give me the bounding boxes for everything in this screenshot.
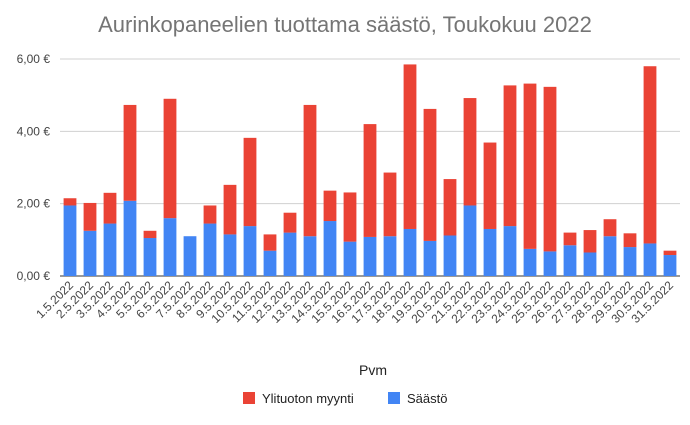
bar-saasto [223, 234, 237, 276]
bar-ylituoton-myynti [563, 232, 577, 246]
bar-saasto [483, 228, 497, 276]
bar-saasto [343, 241, 357, 276]
bar-ylituoton-myynti [103, 192, 117, 224]
x-axis-tick-labels: 1.5.20222.5.20223.5.20224.5.20225.5.2022… [33, 278, 676, 326]
y-tick-label: 0,00 € [17, 269, 51, 283]
bar-saasto [163, 218, 177, 276]
bar-ylituoton-myynti [643, 66, 657, 244]
bar-saasto [503, 226, 517, 276]
bar-saasto [463, 205, 477, 276]
bar-saasto [543, 251, 557, 276]
bar-saasto [523, 248, 537, 276]
y-tick-label: 2,00 € [17, 197, 51, 211]
bar-ylituoton-myynti [543, 86, 557, 252]
bar-saasto [583, 252, 597, 276]
bar-ylituoton-myynti [223, 184, 237, 235]
legend: Ylituoton myynti Säästö [243, 391, 447, 406]
bar-saasto [403, 228, 417, 276]
bar-ylituoton-myynti [623, 233, 637, 248]
bar-ylituoton-myynti [363, 124, 377, 237]
bar-saasto [203, 223, 217, 276]
y-axis-tick-labels: 0,00 € 2,00 € 4,00 € 6,00 € [17, 52, 51, 283]
bar-saasto [83, 230, 97, 276]
bar-ylituoton-myynti [523, 83, 537, 249]
bar-saasto [323, 221, 337, 276]
bar-ylituoton-myynti [123, 104, 137, 201]
bar-saasto [623, 247, 637, 276]
y-tick-label: 6,00 € [17, 52, 51, 66]
bar-ylituoton-myynti [423, 108, 437, 241]
bar-saasto [423, 240, 437, 276]
bar-ylituoton-myynti [663, 250, 677, 256]
bar-ylituoton-myynti [263, 234, 277, 251]
bar-saasto [263, 250, 277, 276]
legend-label: Ylituoton myynti [262, 391, 354, 406]
bar-ylituoton-myynti [163, 98, 177, 219]
bar-saasto [563, 245, 577, 276]
bar-saasto [283, 232, 297, 276]
bar-saasto [663, 255, 677, 276]
legend-label: Säästö [407, 391, 447, 406]
bar-saasto [303, 236, 317, 276]
bar-ylituoton-myynti [463, 98, 477, 206]
bar-saasto [103, 223, 117, 276]
bar-ylituoton-myynti [443, 179, 457, 236]
bar-saasto [643, 243, 657, 276]
bar-ylituoton-myynti [503, 85, 517, 227]
bar-ylituoton-myynti [323, 190, 337, 222]
bar-ylituoton-myynti [283, 212, 297, 233]
y-tick-label: 4,00 € [17, 124, 51, 138]
bar-ylituoton-myynti [403, 64, 417, 229]
bar-ylituoton-myynti [343, 192, 357, 242]
bar-saasto [443, 235, 457, 276]
legend-item: Säästö [388, 391, 447, 406]
bar-ylituoton-myynti [583, 230, 597, 253]
bar-saasto [63, 205, 77, 276]
bar-ylituoton-myynti [383, 172, 397, 237]
bar-ylituoton-myynti [603, 219, 617, 237]
bar-ylituoton-myynti [83, 202, 97, 231]
bar-saasto [363, 236, 377, 276]
bar-saasto [603, 236, 617, 276]
bar-ylituoton-myynti [63, 198, 77, 206]
bar-saasto [243, 226, 257, 276]
bar-saasto [383, 236, 397, 276]
bar-ylituoton-myynti [143, 230, 157, 239]
bar-ylituoton-myynti [303, 104, 317, 237]
bars [63, 64, 677, 276]
bar-ylituoton-myynti [203, 205, 217, 224]
bar-ylituoton-myynti [243, 137, 257, 227]
bar-saasto [183, 236, 197, 276]
chart-title: Aurinkopaneelien tuottama säästö, Toukok… [98, 12, 592, 37]
bar-saasto [123, 200, 137, 276]
x-axis-title: Pvm [359, 362, 387, 378]
legend-swatch [388, 392, 400, 404]
legend-swatch [243, 392, 255, 404]
legend-item: Ylituoton myynti [243, 391, 354, 406]
bar-saasto [143, 238, 157, 276]
bar-ylituoton-myynti [483, 142, 497, 229]
